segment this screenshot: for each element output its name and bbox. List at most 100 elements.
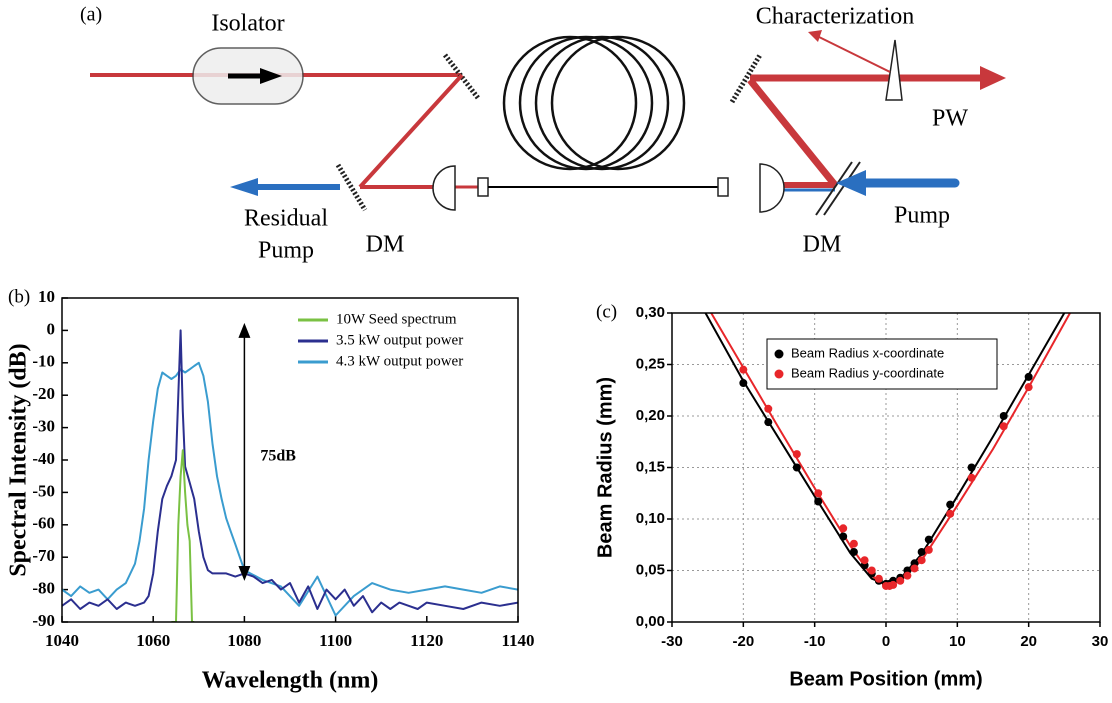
y-tick-label: 10 [38, 287, 55, 306]
data-point [967, 473, 976, 482]
label: DM [803, 232, 842, 258]
plot-area [62, 329, 518, 622]
x-tick-label: 0 [882, 633, 890, 650]
lens [432, 165, 456, 211]
residual-pump-arrowhead [230, 178, 258, 196]
label: PW [932, 106, 968, 132]
data-point [849, 547, 858, 556]
data-point [917, 547, 926, 556]
mirror [729, 53, 763, 104]
data-point [1024, 383, 1033, 392]
legend-swatch [774, 369, 784, 379]
y-tick-label: 0,00 [636, 613, 665, 630]
y-tick-label: 0 [47, 319, 56, 338]
x-tick-label: 1120 [410, 631, 443, 650]
legend-label: Beam Radius x-coordinate [791, 345, 944, 360]
fiber-end [477, 177, 489, 197]
annotation: 75dB [260, 448, 296, 465]
data-point [739, 379, 748, 388]
legend-swatch [774, 349, 784, 359]
data-point [860, 556, 869, 565]
data-point [999, 412, 1008, 420]
wedge [885, 39, 903, 101]
data-point [839, 524, 848, 533]
dichroic-mirror [335, 163, 368, 212]
label: DM [366, 232, 405, 258]
x-tick-label: -20 [732, 633, 754, 650]
data-point [849, 539, 858, 548]
data-point [814, 489, 823, 498]
y-tick-label: -80 [32, 579, 55, 598]
chart: (b) -90 -80 -70 -60 -50 -40 -30 -20 -10 0 10 1040 106… [6, 286, 535, 693]
data-point [903, 571, 912, 580]
data-point [764, 418, 773, 427]
sample-arrowhead [808, 30, 822, 42]
label: Characterization [756, 4, 915, 30]
x-tick-label: 1060 [136, 631, 170, 650]
plot-frame [61, 297, 519, 623]
data-point [946, 509, 955, 518]
data-point [739, 365, 748, 374]
x-tick-label: 10 [949, 633, 966, 650]
output-arrowhead [980, 66, 1006, 90]
x-axis-label: Wavelength (nm) [202, 668, 379, 694]
y-tick-label: 0,25 [636, 355, 665, 372]
beam [358, 73, 464, 189]
x-tick-label: -30 [661, 633, 683, 650]
legend-label: 4.3 kW output power [336, 353, 463, 369]
y-tick-label: 0,10 [636, 510, 665, 527]
y-tick-label: -30 [32, 417, 55, 436]
fiber-coil [550, 35, 686, 171]
x-axis-label: Beam Position (mm) [789, 668, 982, 690]
y-axis-label: Spectral Intensity (dB) [6, 343, 32, 576]
data-point [889, 580, 898, 589]
x-tick-label: -10 [804, 633, 826, 650]
fiber-coil [502, 35, 638, 171]
fiber-coil [518, 35, 654, 171]
dichroic-mirror [823, 161, 861, 216]
plot-frame [671, 312, 1101, 623]
x-tick-label: 30 [1092, 633, 1109, 650]
x-tick-label: 20 [1020, 633, 1037, 650]
legend-label: Beam Radius y-coordinate [791, 365, 944, 380]
legend-label: 10W Seed spectrum [336, 311, 457, 327]
fiber-coil [534, 35, 670, 171]
label: Isolator [211, 11, 284, 37]
panel-label: (c) [596, 301, 617, 322]
y-tick-label: -50 [32, 481, 55, 500]
data-point [910, 564, 919, 573]
spectrum-line [62, 361, 518, 617]
isolator-arrowhead [260, 68, 282, 84]
sample-beam [814, 34, 891, 73]
y-tick-label: 0,30 [636, 304, 665, 321]
y-tick-label: -20 [32, 384, 55, 403]
y-tick-label: 0,20 [636, 407, 665, 424]
x-tick-label: 1040 [45, 631, 79, 650]
y-tick-label: -60 [32, 514, 55, 533]
legend-label: 3.5 kW output power [336, 332, 463, 348]
y-tick-label: -90 [32, 611, 55, 630]
data-point [924, 535, 933, 544]
data-point [867, 566, 876, 575]
legend-box [766, 338, 998, 390]
label: Residual [244, 206, 328, 232]
pump-arrowhead [836, 170, 866, 196]
data-point [814, 497, 823, 506]
data-point [764, 404, 773, 413]
y-tick-label: 0,15 [636, 458, 665, 475]
data-point [1024, 372, 1033, 381]
data-point [792, 463, 801, 472]
data-point [917, 556, 926, 565]
lens [759, 163, 785, 213]
y-axis-label: Beam Radius (mm) [594, 377, 616, 558]
y-tick-label: -10 [32, 352, 55, 371]
y-tick-label: -40 [32, 449, 55, 468]
panel-label: (a) [80, 4, 102, 26]
panel-label: (b) [8, 286, 30, 307]
y-tick-label: -70 [32, 546, 55, 565]
mirror [443, 53, 480, 100]
data-point [839, 532, 848, 541]
x-tick-label: 1140 [501, 631, 534, 650]
plot-area [704, 313, 1071, 590]
